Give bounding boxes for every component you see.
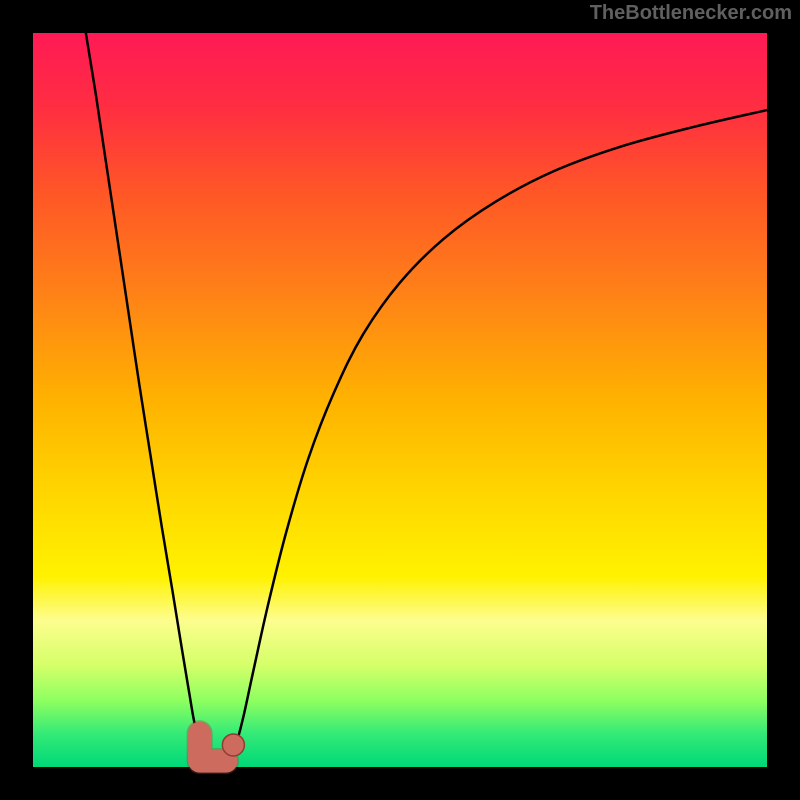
watermark-text: TheBottlenecker.com xyxy=(590,2,792,25)
bottleneck-chart xyxy=(0,0,800,800)
plot-area xyxy=(33,33,767,767)
chart-container: { "meta": { "watermark_text": "TheBottle… xyxy=(0,0,800,800)
marker-dot xyxy=(222,734,244,756)
